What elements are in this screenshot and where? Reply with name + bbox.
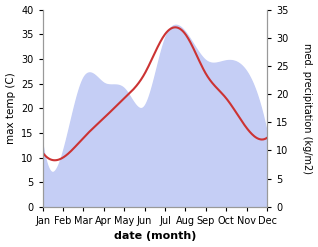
Y-axis label: med. precipitation (kg/m2): med. precipitation (kg/m2) <box>302 43 313 174</box>
X-axis label: date (month): date (month) <box>114 231 196 242</box>
Y-axis label: max temp (C): max temp (C) <box>5 72 16 144</box>
